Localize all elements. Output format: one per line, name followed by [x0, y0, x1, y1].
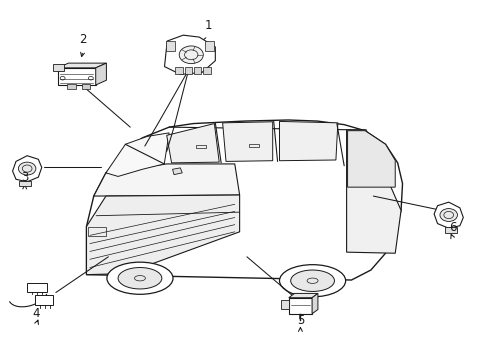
- Bar: [175, 67, 183, 75]
- Bar: [445, 227, 456, 233]
- Text: 5: 5: [296, 314, 304, 327]
- Polygon shape: [27, 283, 46, 292]
- Text: 6: 6: [448, 221, 455, 234]
- Polygon shape: [58, 68, 96, 85]
- Polygon shape: [106, 133, 169, 176]
- Polygon shape: [311, 293, 317, 314]
- Polygon shape: [172, 168, 182, 175]
- Polygon shape: [58, 63, 106, 68]
- Polygon shape: [164, 35, 215, 75]
- Ellipse shape: [118, 267, 162, 289]
- Bar: [194, 67, 201, 75]
- Polygon shape: [13, 156, 41, 182]
- Bar: [203, 67, 210, 75]
- Text: 2: 2: [79, 33, 87, 46]
- Bar: [53, 64, 63, 71]
- Ellipse shape: [179, 46, 203, 64]
- Bar: [204, 41, 214, 51]
- Circle shape: [19, 162, 36, 175]
- Bar: [19, 181, 30, 186]
- Polygon shape: [86, 195, 239, 275]
- Polygon shape: [288, 298, 311, 314]
- Bar: [184, 67, 192, 75]
- Polygon shape: [96, 63, 106, 85]
- Text: 4: 4: [33, 307, 40, 320]
- Bar: [165, 41, 175, 51]
- Polygon shape: [346, 130, 400, 253]
- Ellipse shape: [107, 262, 173, 294]
- Text: 1: 1: [204, 19, 211, 32]
- Polygon shape: [94, 164, 239, 196]
- Polygon shape: [433, 202, 462, 228]
- Bar: [81, 84, 90, 89]
- Text: 3: 3: [21, 171, 28, 184]
- Bar: [67, 84, 76, 89]
- Polygon shape: [288, 293, 317, 298]
- Ellipse shape: [290, 270, 334, 292]
- Polygon shape: [166, 123, 219, 163]
- Polygon shape: [279, 121, 337, 161]
- Polygon shape: [222, 122, 272, 161]
- Polygon shape: [86, 120, 402, 280]
- Circle shape: [439, 208, 457, 221]
- Polygon shape: [35, 296, 53, 305]
- Bar: [281, 300, 288, 309]
- Ellipse shape: [279, 265, 345, 297]
- Polygon shape: [347, 131, 394, 187]
